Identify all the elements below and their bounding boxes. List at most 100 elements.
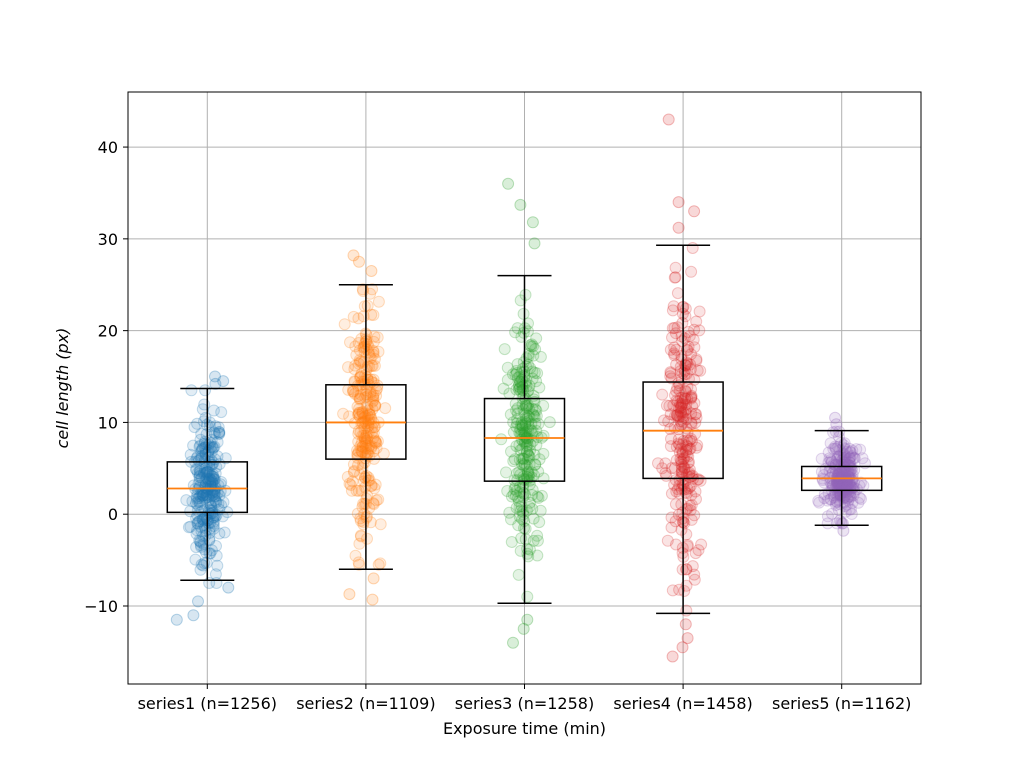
data-point: [839, 505, 852, 518]
data-point: [371, 435, 384, 448]
data-point: [522, 399, 534, 412]
outlier-point: [222, 581, 235, 594]
data-point: [668, 347, 680, 360]
data-point: [676, 438, 689, 451]
data-point: [534, 350, 547, 363]
data-point: [829, 442, 842, 455]
data-point: [191, 417, 204, 430]
outlier-point: [366, 593, 379, 606]
data-point: [218, 526, 231, 539]
data-point: [202, 451, 215, 464]
data-point: [529, 417, 542, 430]
data-point: [676, 465, 688, 478]
data-point: [203, 472, 216, 485]
data-point: [685, 265, 698, 278]
data-point: [189, 553, 202, 566]
data-point: [818, 488, 831, 501]
data-point: [679, 385, 692, 398]
data-point: [844, 490, 857, 503]
data-point: [671, 408, 684, 421]
data-point: [828, 462, 841, 475]
data-point: [857, 479, 870, 492]
outlier-point: [521, 613, 534, 626]
data-point: [676, 448, 689, 460]
data-point: [670, 394, 683, 407]
data-point: [522, 384, 535, 397]
data-point: [518, 431, 531, 443]
data-point: [683, 434, 696, 447]
data-point: [681, 392, 694, 405]
data-point: [516, 505, 529, 518]
data-point: [362, 474, 375, 487]
data-point: [374, 557, 387, 570]
data-point: [843, 456, 856, 469]
data-point: [684, 442, 697, 455]
data-point: [519, 288, 532, 301]
data-point: [197, 529, 210, 542]
data-point: [347, 310, 360, 323]
data-point: [367, 431, 380, 444]
data-point: [517, 459, 530, 472]
data-point: [670, 454, 683, 467]
data-point: [522, 350, 535, 363]
data-point: [208, 486, 221, 499]
data-point: [207, 472, 220, 485]
data-point: [844, 451, 857, 464]
data-point: [665, 372, 678, 385]
data-point: [514, 468, 527, 481]
data-point: [348, 387, 361, 400]
x-tick-label: series4 (n=1458): [613, 694, 752, 713]
data-point: [525, 340, 538, 353]
data-point: [665, 487, 678, 500]
data-point: [351, 400, 364, 413]
data-point: [675, 401, 688, 414]
data-point: [510, 420, 523, 433]
data-point: [517, 470, 530, 483]
data-point: [848, 452, 861, 465]
data-point: [197, 489, 210, 502]
data-point: [209, 510, 222, 523]
data-point: [683, 443, 696, 456]
data-point: [690, 441, 703, 454]
data-point: [531, 534, 544, 547]
data-point: [827, 426, 840, 439]
data-point: [357, 429, 370, 442]
data-point: [206, 470, 219, 483]
data-point: [355, 355, 368, 368]
data-point: [359, 481, 372, 494]
data-point: [690, 354, 703, 367]
data-point: [208, 473, 221, 486]
data-point: [367, 427, 380, 439]
data-point: [358, 340, 371, 353]
data-point: [209, 420, 222, 433]
data-point: [364, 388, 377, 401]
data-point: [685, 389, 698, 402]
data-point: [351, 379, 364, 392]
data-point: [367, 346, 380, 359]
data-point: [687, 333, 700, 346]
data-point: [832, 476, 845, 489]
data-point: [351, 449, 364, 462]
data-point: [679, 384, 692, 397]
data-point: [190, 527, 203, 540]
data-point: [500, 466, 512, 479]
data-point: [352, 445, 365, 458]
data-point: [838, 479, 851, 492]
data-point: [195, 471, 208, 484]
data-point: [211, 486, 224, 499]
data-point: [529, 403, 542, 416]
data-point: [672, 423, 685, 436]
data-point: [508, 453, 521, 466]
data-point: [837, 517, 849, 530]
data-point: [513, 375, 526, 388]
data-point: [678, 517, 691, 530]
data-point: [690, 493, 702, 506]
data-point: [361, 402, 374, 415]
data-point: [361, 414, 374, 427]
data-point: [673, 479, 686, 492]
data-point: [845, 503, 857, 516]
data-point: [680, 403, 693, 415]
data-point: [368, 482, 381, 495]
data-point: [841, 468, 854, 481]
data-point: [671, 409, 684, 422]
